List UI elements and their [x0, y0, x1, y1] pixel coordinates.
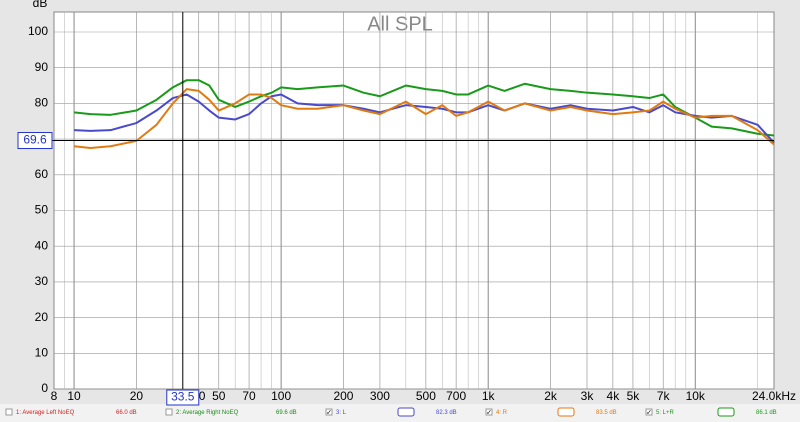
x-tick-label: 200	[333, 389, 353, 403]
y-axis-label: dB	[33, 0, 48, 10]
legend-label: 1: Average Left NoEQ	[16, 410, 75, 416]
x-tick-label: 20	[130, 389, 144, 403]
x-tick-label: 100	[271, 389, 291, 403]
plot-area	[53, 11, 775, 390]
legend-checkbox[interactable]	[325, 408, 333, 416]
legend-reading: 66.0 dB	[116, 410, 137, 416]
cursor-x-label: 33.5	[171, 390, 195, 404]
y-tick-label: 0	[41, 381, 48, 395]
y-tick-label: 60	[35, 167, 49, 181]
legend-check: ✓	[486, 409, 492, 416]
legend-swatch	[397, 407, 415, 417]
legend-checkbox[interactable]	[645, 408, 653, 416]
x-tick-label: 500	[416, 389, 436, 403]
legend-checkbox[interactable]	[5, 408, 13, 416]
legend-swatch	[717, 407, 735, 417]
legend-check: ✓	[646, 409, 652, 416]
legend-reading: 83.5 dB	[596, 410, 617, 416]
cursor-y-box	[17, 132, 53, 150]
x-tick-label: 3k	[581, 389, 595, 403]
x-tick-label: 300	[370, 389, 390, 403]
legend-label: 5: L+R	[656, 410, 675, 416]
series-line	[74, 93, 775, 144]
chart-title: All SPL	[367, 13, 433, 35]
x-tick-label: 4k	[607, 389, 621, 403]
x-tick-label: 10	[67, 389, 81, 403]
y-tick-label: 10	[35, 345, 49, 359]
x-tick-label: 10k	[686, 389, 706, 403]
series-line	[73, 88, 775, 150]
y-tick-label: 90	[35, 60, 49, 74]
y-tick-label: 30	[35, 274, 49, 288]
cursor-y-label: 69.6	[23, 133, 47, 147]
series-line	[73, 79, 775, 137]
x-tick-label: 1k	[482, 389, 496, 403]
x-tick-label: 700	[446, 389, 466, 403]
x-tick-label: 8	[51, 389, 58, 403]
legend-checkbox[interactable]	[165, 408, 173, 416]
y-tick-label: 20	[35, 310, 49, 324]
legend-reading: 86.1 dB	[756, 410, 777, 416]
legend-label: 2: Average Right NoEQ	[176, 410, 239, 416]
legend-label: 4: R	[496, 410, 508, 416]
x-tick-label: 70	[242, 389, 256, 403]
legend-reading: 69.6 dB	[276, 410, 297, 416]
y-tick-label: 50	[35, 203, 49, 217]
x-tick-label: 50	[212, 389, 226, 403]
cursor-x-box	[166, 389, 200, 406]
legend-swatch	[557, 407, 575, 417]
legend-reading: 82.3 dB	[436, 410, 457, 416]
x-tick-label: 2k	[544, 389, 558, 403]
legend-check: ✓	[326, 409, 332, 416]
y-tick-label: 80	[35, 96, 49, 110]
y-tick-label: 100	[28, 24, 48, 38]
legend-label: 3: L	[336, 410, 347, 416]
y-tick-label: 40	[35, 238, 49, 252]
x-tick-label: 24.0kHz	[752, 389, 796, 403]
legend-checkbox[interactable]	[485, 408, 493, 416]
x-tick-label: 7k	[657, 389, 671, 403]
x-tick-label: 5k	[627, 389, 641, 403]
